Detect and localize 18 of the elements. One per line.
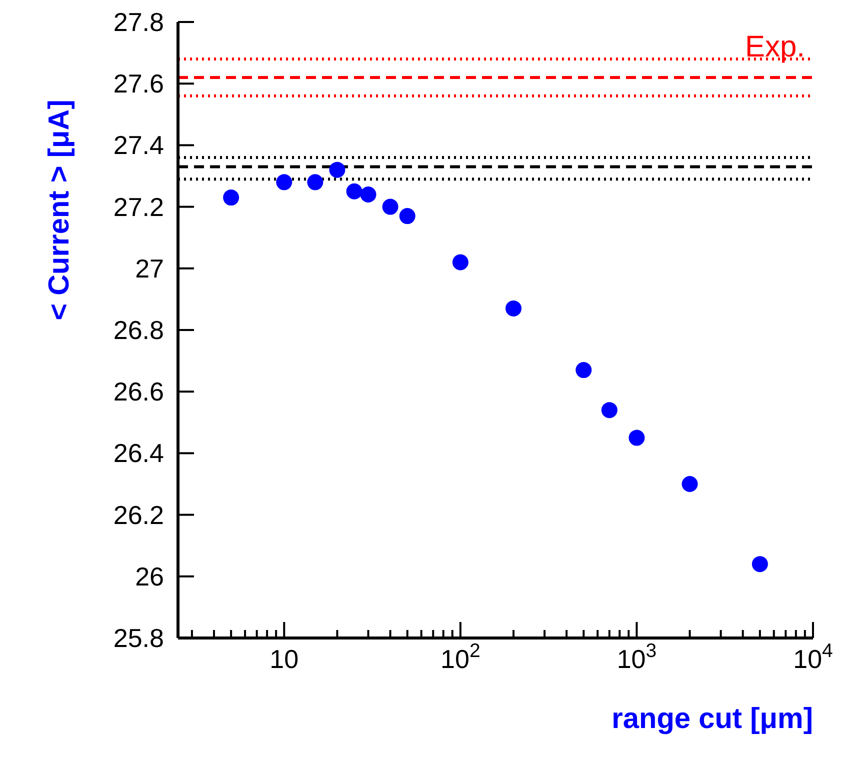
y-tick-label: 26.6 <box>113 376 164 407</box>
x-tick-label: 10$^{3}$ <box>616 640 657 674</box>
ref-line-label: Exp. <box>744 30 805 64</box>
y-tick-label: 26.4 <box>113 438 164 468</box>
y-tick-label: 26.2 <box>113 500 164 530</box>
y-tick-label: 26.8 <box>113 315 164 345</box>
x-tick-label: 10$^{2}$ <box>440 640 480 674</box>
x-axis-title: range cut [μm] <box>612 703 813 735</box>
y-tick-label: 27.6 <box>113 68 164 99</box>
x-tick-label: 10 <box>270 644 299 674</box>
y-tick-label: 27 <box>135 253 164 284</box>
y-axis-title: < Current > [μA] <box>43 100 76 320</box>
y-tick-label: 26 <box>135 561 164 592</box>
y-tick-label: 25.8 <box>113 623 164 653</box>
y-tick-label: 27.8 <box>113 7 164 37</box>
x-tick-label: 10$^{4}$ <box>793 640 834 674</box>
y-tick-label: 27.4 <box>113 130 164 160</box>
y-tick-label: 27.2 <box>113 192 164 222</box>
